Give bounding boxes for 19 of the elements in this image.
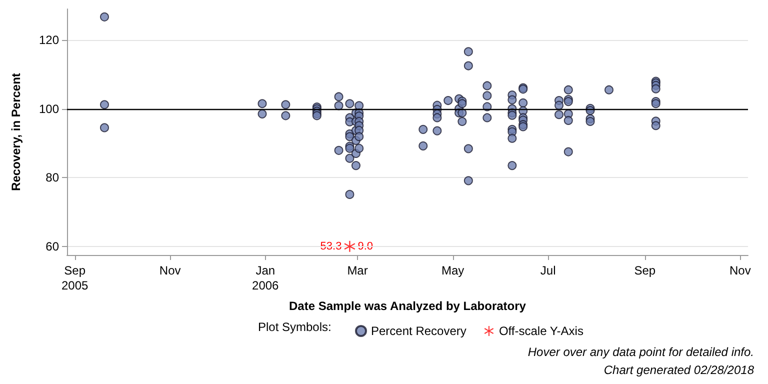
y-axis-title: Recovery, in Percent	[9, 73, 23, 191]
legend-title: Plot Symbols:	[258, 320, 332, 334]
text: Hover over any data point for detailed info.	[528, 345, 754, 359]
text: Chart generated 02/28/2018	[604, 363, 754, 377]
x-tick-label: Jan 2006	[252, 264, 280, 292]
x-tick-label: Mar	[347, 264, 368, 278]
x-axis-title: Date Sample was Analyzed by Laboratory	[289, 299, 526, 313]
x-tick-label: Sep	[634, 264, 656, 278]
x-tick-label: Nov	[730, 264, 751, 278]
y-tick-label: 120	[38, 32, 60, 47]
x-tick-label: Sep 2005	[61, 264, 88, 292]
x-tick-label: May	[441, 264, 464, 278]
y-tick-label: 100	[38, 102, 60, 116]
legend-label: Off-scale Y-Axis	[498, 324, 584, 338]
legend-label: Percent Recovery	[371, 324, 466, 338]
x-tick-label: Jul	[540, 264, 556, 278]
y-tick-label: 60	[46, 239, 60, 254]
x-tick-label: Nov	[159, 264, 181, 278]
y-tick-label: 80	[46, 170, 60, 185]
